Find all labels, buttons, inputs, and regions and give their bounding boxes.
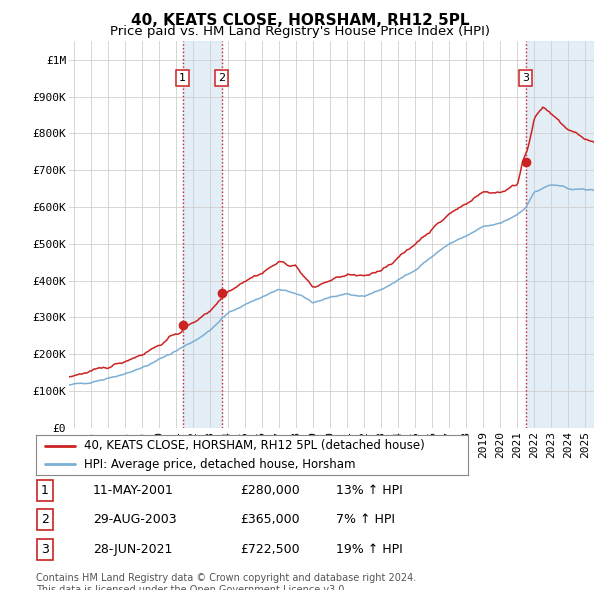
Text: Contains HM Land Registry data © Crown copyright and database right 2024.
This d: Contains HM Land Registry data © Crown c… [36,573,416,590]
Text: HPI: Average price, detached house, Horsham: HPI: Average price, detached house, Hors… [83,458,355,471]
Text: 7% ↑ HPI: 7% ↑ HPI [336,513,395,526]
Text: 3: 3 [522,73,529,83]
Text: £365,000: £365,000 [241,513,300,526]
Text: 2: 2 [41,513,49,526]
Bar [526,41,594,428]
Text: £280,000: £280,000 [240,484,300,497]
Text: 28-JUN-2021: 28-JUN-2021 [93,543,172,556]
Text: 40, KEATS CLOSE, HORSHAM, RH12 5PL: 40, KEATS CLOSE, HORSHAM, RH12 5PL [131,13,469,28]
Text: 2: 2 [218,73,225,83]
Text: 3: 3 [41,543,49,556]
Text: 1: 1 [179,73,186,83]
Text: Price paid vs. HM Land Registry's House Price Index (HPI): Price paid vs. HM Land Registry's House … [110,25,490,38]
Bar [182,41,222,428]
Text: 29-AUG-2003: 29-AUG-2003 [93,513,176,526]
Text: £722,500: £722,500 [241,543,300,556]
Text: 19% ↑ HPI: 19% ↑ HPI [336,543,403,556]
Text: 1: 1 [41,484,49,497]
Text: 13% ↑ HPI: 13% ↑ HPI [336,484,403,497]
Text: 40, KEATS CLOSE, HORSHAM, RH12 5PL (detached house): 40, KEATS CLOSE, HORSHAM, RH12 5PL (deta… [83,439,424,452]
Text: 11-MAY-2001: 11-MAY-2001 [93,484,174,497]
